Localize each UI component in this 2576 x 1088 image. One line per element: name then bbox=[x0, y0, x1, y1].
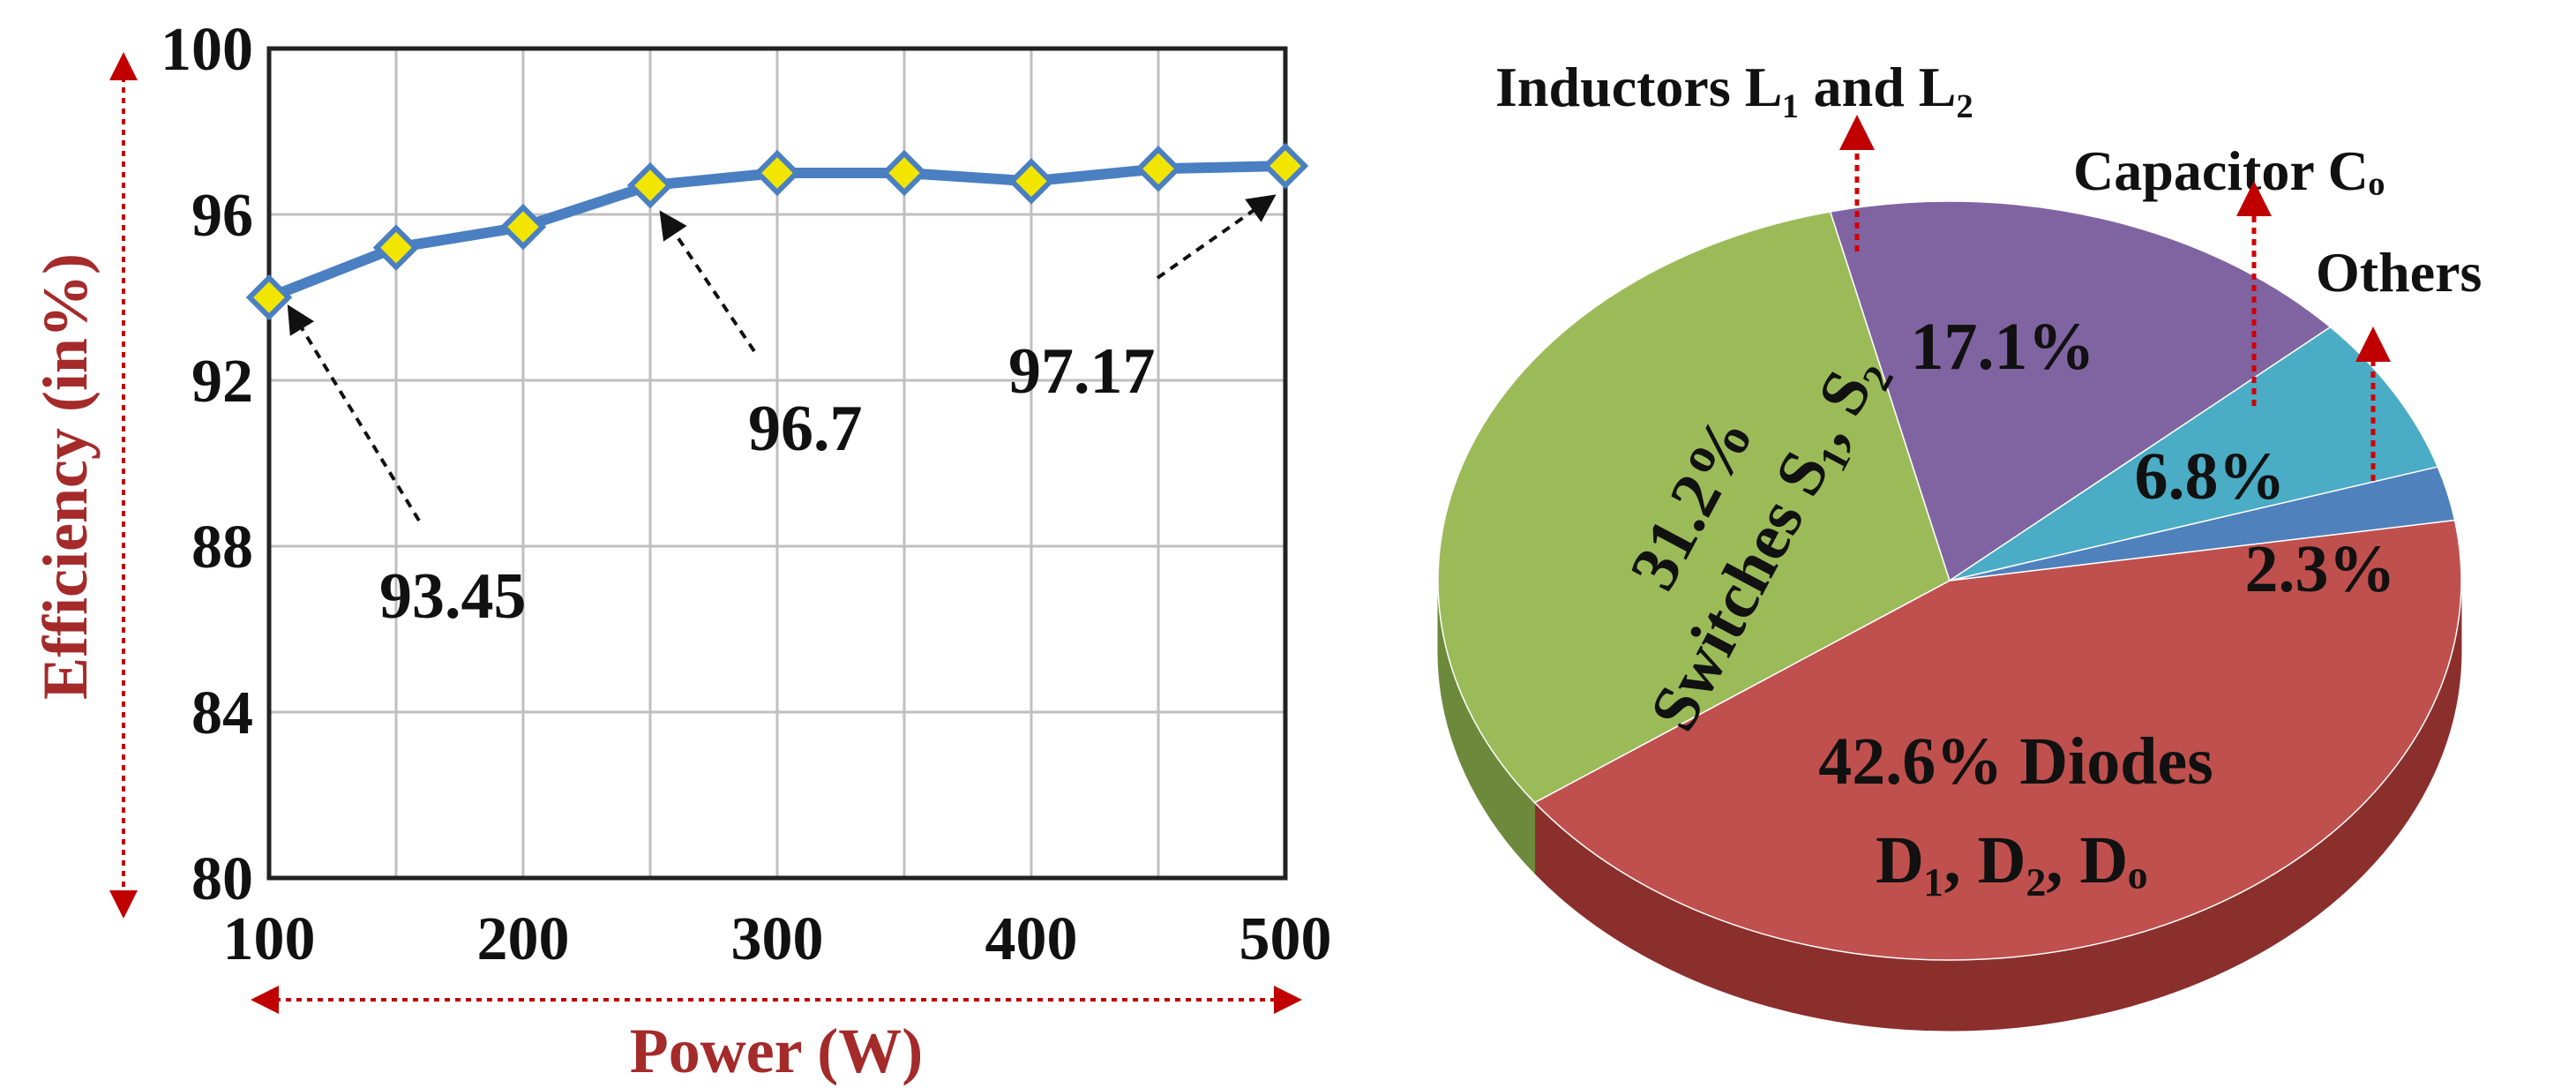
data-point-marker bbox=[245, 274, 293, 321]
annotation-arrow-96-7 bbox=[659, 210, 756, 353]
efficiency-line-chart: 80 84 88 92 96 100 100 200 300 400 500 93.45 96.7… bbox=[30, 16, 1332, 1086]
pie-slice bbox=[1437, 211, 1951, 804]
x-tick-label: 300 bbox=[731, 905, 824, 973]
external-label-inductors: Inductors L₁ and L₂ bbox=[1495, 56, 1973, 118]
pie-slices bbox=[1437, 200, 2462, 961]
series-markers bbox=[245, 142, 1309, 321]
data-point-marker bbox=[372, 224, 420, 271]
data-point-marker bbox=[1134, 146, 1182, 192]
pie-slice bbox=[1949, 466, 2456, 582]
x-axis-title: Power (W) bbox=[630, 1016, 924, 1086]
x-tick-label: 100 bbox=[223, 905, 316, 973]
plot-frame bbox=[266, 46, 1288, 881]
annotation-arrow-97-17 bbox=[1156, 194, 1277, 280]
slice-label-capacitor: 6.8% bbox=[2135, 439, 2286, 514]
annotation-97-17: 97.17 bbox=[1008, 335, 1156, 408]
slice-label-diodes-line2: D₁, D₂, Dₒ bbox=[1876, 823, 2147, 897]
y-tick-label: 96 bbox=[191, 182, 253, 250]
data-point-marker bbox=[499, 203, 547, 251]
data-point-marker bbox=[1262, 142, 1309, 190]
y-tick-label: 84 bbox=[191, 679, 253, 747]
data-point-marker bbox=[880, 149, 928, 197]
data-point-marker bbox=[626, 161, 674, 209]
slice-label-diodes-line1: 42.6% Diodes bbox=[1818, 724, 2213, 799]
pie-slice bbox=[1533, 519, 2462, 961]
pie-slice bbox=[1829, 200, 2332, 582]
annotation-93-45: 93.45 bbox=[379, 560, 527, 633]
y-tick-label: 80 bbox=[191, 845, 253, 913]
pie-slice bbox=[1949, 326, 2439, 582]
x-tick-labels: 100 200 300 400 500 bbox=[223, 905, 1332, 973]
slice-label-others: 2.3% bbox=[2245, 532, 2396, 606]
external-label-capacitor: Capacitor Cₒ bbox=[2073, 139, 2385, 202]
data-point-marker bbox=[1007, 158, 1055, 205]
x-tick-label: 200 bbox=[477, 905, 570, 973]
x-tick-label: 500 bbox=[1239, 905, 1332, 973]
external-label-others: Others bbox=[2316, 241, 2482, 304]
y-tick-labels: 80 84 88 92 96 100 bbox=[161, 16, 253, 913]
slice-label-inductors: 17.1% bbox=[1911, 310, 2095, 384]
y-axis-title: Efficiency (in%) bbox=[30, 253, 101, 700]
x-tick-label: 400 bbox=[985, 905, 1078, 973]
y-tick-label: 92 bbox=[191, 348, 253, 416]
data-point-marker bbox=[753, 149, 801, 197]
loss-distribution-pie-chart: 42.6% Diodes D₁, D₂, Dₒ 31.2% Switches S… bbox=[1437, 56, 2482, 1032]
annotation-96-7: 96.7 bbox=[748, 393, 863, 465]
y-tick-label: 100 bbox=[161, 16, 253, 84]
y-tick-label: 88 bbox=[191, 514, 253, 582]
